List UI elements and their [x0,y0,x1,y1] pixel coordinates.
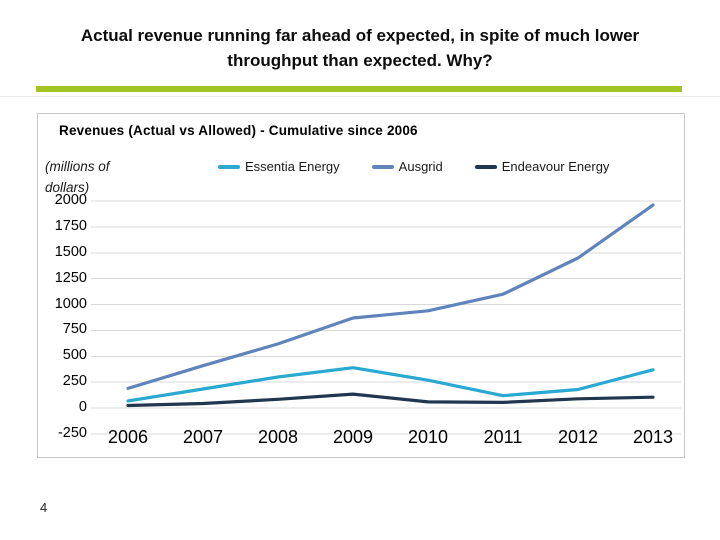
chart-legend: Essentia Energy Ausgrid Endeavour Energy [218,159,609,174]
slide-title-line1: Actual revenue running far ahead of expe… [80,26,640,45]
x-tick-label: 2008 [257,427,299,447]
slide-title-line2: throughput than expected. Why? [227,51,493,70]
legend-label: Essentia Energy [245,159,340,174]
y-tick-label: 2000 [54,192,87,208]
x-tick-label: 2006 [107,427,149,447]
y-axis-unit-line1: (millions of [45,159,110,174]
y-axis-unit-line2: dollars) [45,180,90,195]
plot-svg [91,200,681,435]
y-tick-label: 1750 [54,217,87,234]
slide-title: Actual revenue running far ahead of expe… [20,23,700,73]
legend-swatch-icon [371,164,394,169]
x-tick-label: 2010 [407,427,449,447]
legend-item: Ausgrid [371,159,443,174]
y-tick-label: 0 [78,399,87,416]
accent-divider [36,86,682,92]
x-tick-label: 2011 [483,427,523,447]
y-tick-label: 250 [62,373,87,390]
legend-label: Endeavour Energy [501,159,610,174]
y-axis-unit-label: (millions of dollars) [45,156,131,198]
y-tick-label: 1000 [54,295,87,312]
series-line-essentia-energy [126,366,655,403]
x-tick-label: 2012 [557,427,599,447]
legend-item: Endeavour Energy [474,159,610,174]
x-tick-label: 2007 [182,427,224,447]
y-tick-label: -250 [57,425,87,441]
y-tick-label: 500 [62,347,87,364]
legend-swatch-icon [218,164,240,169]
chart-panel: Revenues (Actual vs Allowed) - Cumulativ… [37,113,685,458]
series-line-endeavour-energy [126,392,655,408]
y-tick-label: 1500 [54,243,87,260]
divider-line [0,96,720,97]
x-tick-label: 2013 [632,427,674,447]
legend-swatch-icon [474,164,497,169]
legend-item: Essentia Energy [218,159,340,174]
y-tick-label: 1250 [54,269,87,286]
page-number: 4 [40,500,48,515]
x-tick-label: 2009 [332,427,374,447]
series-line-ausgrid [126,203,655,390]
chart-title: Revenues (Actual vs Allowed) - Cumulativ… [59,123,418,138]
y-tick-label: 750 [62,321,87,338]
legend-label: Ausgrid [398,159,443,174]
